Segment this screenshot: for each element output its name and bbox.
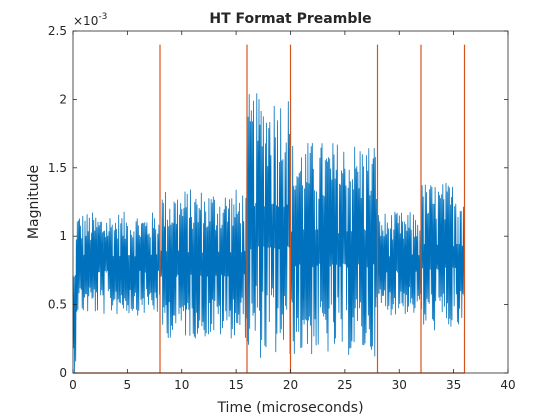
y-tick-label: 0 (59, 366, 67, 380)
signal-series (72, 93, 465, 373)
y-tick-label: 2.5 (48, 24, 67, 38)
x-axis-label: Time (microseconds) (216, 400, 363, 416)
chart-title: HT Format Preamble (209, 11, 371, 27)
x-tick-label: 35 (446, 378, 461, 392)
x-tick-label: 25 (337, 378, 352, 392)
x-tick-label: 30 (392, 378, 407, 392)
x-tick-label: 10 (174, 378, 189, 392)
y-tick-label: 0.5 (48, 298, 67, 312)
y-axis-exponent: ×10-3 (73, 12, 107, 28)
x-axis: 0 5 10 15 20 25 30 35 40 (69, 31, 516, 392)
y-tick-label: 1 (59, 229, 67, 243)
y-axis-label: Magnitude (26, 165, 42, 239)
x-tick-label: 20 (283, 378, 298, 392)
marker-series (73, 44, 466, 374)
x-tick-label: 5 (124, 378, 132, 392)
x-tick-label: 0 (69, 378, 77, 392)
y-exponent-base: ×10 (73, 14, 98, 28)
x-tick-label: 40 (500, 378, 515, 392)
y-tick-label: 1.5 (48, 161, 67, 175)
y-exponent-power: -3 (98, 12, 107, 22)
signal-line (72, 93, 465, 373)
x-tick-label: 15 (228, 378, 243, 392)
y-axis: 0 0.5 1 1.5 2 2.5 (48, 24, 508, 380)
y-tick-label: 2 (59, 92, 67, 106)
